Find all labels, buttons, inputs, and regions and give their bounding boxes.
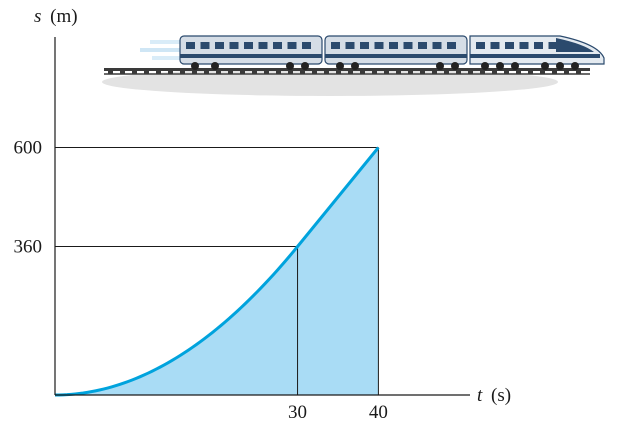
- x-axis-unit: (s): [491, 385, 511, 406]
- y-axis-label: s (m): [34, 6, 78, 27]
- x-axis-label: t (s): [477, 385, 511, 406]
- shaded-area: [55, 147, 379, 395]
- x-tick-label-40: 40: [369, 402, 388, 423]
- y-axis-unit: (m): [50, 6, 77, 27]
- shaded-area-region: [55, 147, 379, 395]
- x-axis-var: t: [477, 385, 483, 406]
- y-axis-var: s: [34, 6, 41, 27]
- train-icon: [102, 35, 605, 96]
- x-tick-label-30: 30: [288, 402, 307, 423]
- y-tick-label-360: 360: [14, 237, 43, 258]
- y-tick-label-600: 600: [14, 138, 43, 159]
- series-line-position: [54, 146, 380, 397]
